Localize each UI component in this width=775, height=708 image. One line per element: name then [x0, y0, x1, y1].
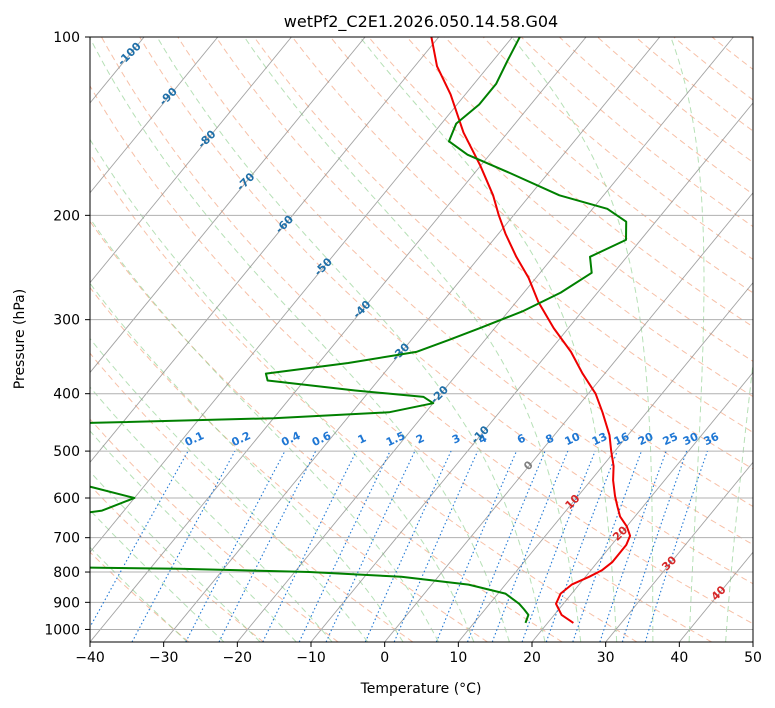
x-tick-label: 0 [380, 650, 389, 666]
x-tick-label: 10 [449, 650, 467, 666]
dry-adiabat-line [253, 37, 753, 470]
isotherm-line [236, 37, 734, 642]
moist-adiabat-line [90, 138, 475, 642]
y-axis-label: Pressure (hPa) [12, 289, 28, 389]
mixing-ratio-line [621, 450, 688, 642]
mixing-ratio-line [131, 450, 236, 642]
plot-frame [89, 36, 754, 643]
isotherm-line [605, 461, 753, 642]
isotherm-line [90, 37, 587, 642]
mixing-ratio-line [466, 450, 546, 642]
y-tick-label: 100 [53, 30, 80, 46]
isotherm-line [90, 37, 440, 464]
mixing-ratio-label: 16 [612, 430, 632, 448]
moist-adiabat-line [243, 37, 582, 642]
background-lines [90, 37, 753, 642]
moist-adiabat-line [90, 430, 297, 642]
isotherm-line [90, 37, 292, 284]
isotherm-line [531, 371, 753, 642]
moist-adiabat-line [725, 359, 753, 642]
moist-adiabat-line [90, 217, 439, 642]
isotherm-line [163, 37, 661, 642]
y-tick-label: 1000 [44, 622, 80, 638]
series-layer [90, 37, 632, 624]
moist-adiabat-line [511, 37, 654, 642]
mixing-ratio-label: 25 [661, 430, 680, 448]
moist-adiabat-line [90, 37, 510, 642]
moist-adiabat-line [90, 386, 333, 642]
y-tick-label: 300 [53, 313, 80, 329]
moist-adiabat-line [670, 37, 705, 642]
x-tick-label: −10 [296, 650, 326, 666]
isotherm-line [457, 281, 753, 642]
isotherm-line [384, 192, 753, 642]
moist-adiabat-line [90, 282, 404, 642]
mixing-ratio-line [262, 450, 357, 642]
mixing-ratio-line [521, 450, 596, 642]
isotherm-line [90, 37, 513, 553]
dry-adiabat-line [90, 286, 488, 642]
y-axis: 100 200 300 400 500 600 700 800 900 1000 [44, 30, 90, 638]
dry-adiabat-line [291, 37, 753, 433]
mixing-ratio-label: 10 [563, 430, 583, 448]
moist-adiabat-line [90, 337, 369, 642]
y-tick-label: 800 [53, 565, 80, 581]
mixing-ratio-line [545, 450, 618, 642]
mixing-ratio-line [90, 450, 189, 629]
y-tick-label: 600 [53, 491, 80, 507]
dry-adiabat-line [90, 418, 339, 642]
dry-adiabat-line [90, 220, 563, 642]
y-tick-label: 900 [53, 595, 80, 611]
dry-adiabat-line [215, 37, 753, 507]
x-axis: −40 −30 −20 −10 0 10 20 30 40 50 [75, 642, 762, 666]
mixing-ratio-line [435, 450, 518, 642]
x-tick-label: −20 [223, 650, 253, 666]
mixing-ratio-line [393, 450, 479, 642]
dry-adiabat-line [90, 153, 638, 642]
mixing-ratio-line [599, 450, 667, 642]
isotherm-line [90, 37, 219, 194]
y-tick-label: 700 [53, 531, 80, 547]
moist-adiabat-line [156, 37, 546, 642]
x-tick-label: 40 [670, 650, 688, 666]
dry-adiabat-line [90, 551, 190, 642]
mixing-ratio-line [491, 450, 569, 642]
dewpoint-profile-line [90, 37, 628, 624]
mixing-ratio-line [218, 450, 317, 642]
moist-adiabat-line [90, 470, 261, 642]
mixing-ratio-label: 13 [590, 430, 609, 448]
dry-adiabat-line [90, 352, 414, 642]
mixing-ratio-line [364, 450, 452, 642]
x-tick-label: −40 [75, 650, 105, 666]
x-tick-label: 30 [597, 650, 615, 666]
x-tick-label: −30 [149, 650, 179, 666]
mixing-ratio-label: 20 [636, 430, 656, 448]
y-tick-label: 200 [53, 208, 80, 224]
dry-adiabat-line [90, 84, 712, 642]
x-axis-label: Temperature (°C) [360, 681, 482, 697]
isotherm-line [310, 102, 753, 642]
mixing-ratio-label: 30 [681, 430, 701, 448]
mixing-ratio-label: 36 [702, 430, 722, 448]
dry-adiabat-line [330, 37, 753, 398]
moist-adiabat-line [359, 37, 618, 642]
y-tick-label: 500 [53, 444, 80, 460]
mixing-ratio-line [572, 450, 643, 642]
temperature-profile-line [430, 37, 632, 624]
isotherm-line [90, 37, 366, 374]
mixing-ratio-line [644, 450, 708, 642]
chart-title: wetPf2_C2E1.2026.050.14.58.G04 [284, 12, 558, 32]
x-tick-label: 50 [744, 650, 762, 666]
x-tick-label: 20 [523, 650, 541, 666]
y-tick-label: 400 [53, 387, 80, 403]
